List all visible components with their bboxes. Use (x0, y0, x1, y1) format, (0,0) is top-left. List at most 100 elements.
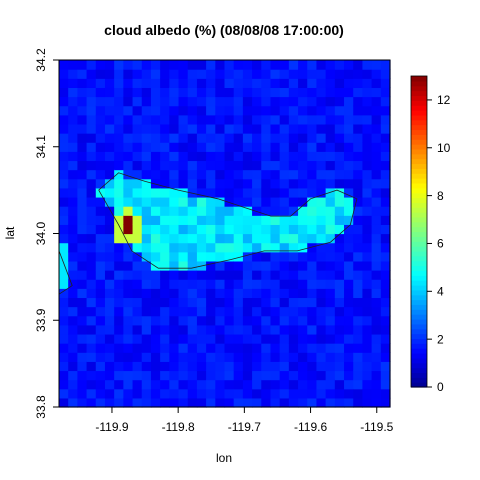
heatmap-cell (215, 160, 226, 171)
heatmap-cell (215, 87, 226, 98)
heatmap-cell (242, 352, 253, 362)
heatmap-cell (252, 333, 262, 344)
heatmap-cell (261, 242, 272, 253)
heatmap-cell (206, 178, 216, 189)
heatmap-cell (187, 105, 198, 116)
heatmap-cell (132, 343, 143, 353)
heatmap-cell (380, 270, 391, 280)
heatmap-cell (169, 370, 180, 381)
heatmap-cell (353, 270, 364, 280)
heatmap-cell (150, 260, 161, 271)
heatmap-cell (279, 379, 290, 390)
heatmap-cell (59, 361, 69, 372)
heatmap-cell (298, 87, 308, 98)
heatmap-cell (215, 397, 226, 408)
heatmap-cell (252, 114, 262, 125)
heatmap-cell (288, 87, 299, 98)
heatmap-cell (334, 315, 345, 326)
heatmap-cell (353, 69, 364, 79)
heatmap-cell (270, 142, 281, 152)
heatmap-cell (123, 270, 134, 280)
heatmap-cell (353, 178, 364, 189)
heatmap-cell (169, 233, 180, 244)
heatmap-cell (298, 233, 308, 244)
heatmap-cell (114, 114, 124, 125)
heatmap-cell (233, 343, 244, 353)
heatmap-cell (334, 361, 345, 372)
heatmap-cell (380, 142, 391, 152)
heatmap-cell (104, 388, 115, 399)
heatmap-cell (380, 178, 391, 189)
heatmap-cell (316, 233, 327, 244)
heatmap-cell (307, 370, 318, 381)
heatmap-cell (371, 388, 382, 399)
heatmap-cell (316, 105, 327, 116)
heatmap-cell (187, 324, 198, 335)
heatmap-cell (270, 160, 281, 171)
heatmap-cell (178, 224, 189, 235)
heatmap-cell (252, 105, 262, 116)
heatmap-cell (252, 324, 262, 335)
heatmap-cell (353, 315, 364, 326)
heatmap-cell (160, 96, 170, 107)
heatmap-cell (150, 324, 161, 335)
heatmap-cell (169, 397, 180, 408)
heatmap-cell (77, 114, 88, 125)
heatmap-cell (169, 196, 180, 207)
heatmap-cell (141, 133, 152, 143)
heatmap-cell (325, 260, 336, 271)
heatmap-cell (298, 215, 308, 225)
heatmap-cell (86, 133, 97, 143)
heatmap-cell (252, 379, 262, 390)
heatmap-cell (68, 105, 78, 116)
heatmap-cell (334, 169, 345, 180)
colorbar-segment (411, 168, 427, 174)
heatmap-cell (215, 233, 226, 244)
heatmap-cell (261, 288, 272, 299)
heatmap-cell (95, 133, 106, 143)
heatmap-cell (224, 343, 235, 353)
heatmap-cell (68, 242, 78, 253)
heatmap-cell (196, 123, 207, 134)
heatmap-cell (215, 196, 226, 207)
heatmap-cell (123, 142, 134, 152)
heatmap-cell (288, 251, 299, 262)
heatmap-cell (279, 215, 290, 225)
heatmap-cell (206, 87, 216, 98)
heatmap-cell (344, 315, 354, 326)
heatmap-cell (123, 260, 134, 271)
heatmap-cell (233, 133, 244, 143)
heatmap-cell (252, 242, 262, 253)
heatmap-cell (114, 215, 124, 225)
colorbar-segment (411, 309, 427, 315)
heatmap-cell (104, 370, 115, 381)
heatmap-cell (123, 215, 134, 225)
heatmap-cell (325, 397, 336, 408)
heatmap-cell (86, 69, 97, 79)
heatmap-cell (59, 160, 69, 171)
heatmap-cell (187, 78, 198, 88)
colorbar-segment (411, 231, 427, 237)
heatmap-cell (344, 361, 354, 372)
heatmap-cell (298, 187, 308, 198)
heatmap-cell (242, 215, 253, 225)
heatmap-cell (141, 379, 152, 390)
heatmap-cell (114, 333, 124, 344)
heatmap-cell (224, 123, 235, 134)
heatmap-cell (150, 187, 161, 198)
heatmap-cell (68, 315, 78, 326)
colorbar-segment (411, 110, 427, 116)
heatmap-cell (380, 169, 391, 180)
heatmap-cell (141, 78, 152, 88)
heatmap-cell (298, 306, 308, 317)
heatmap-cell (206, 361, 216, 372)
heatmap-cell (86, 333, 97, 344)
heatmap-cell (344, 151, 354, 162)
heatmap-cell (187, 114, 198, 125)
heatmap-cell (279, 333, 290, 344)
heatmap-cell (224, 151, 235, 162)
heatmap-cell (160, 379, 170, 390)
heatmap-cell (353, 160, 364, 171)
heatmap-cell (160, 105, 170, 116)
heatmap-cell (104, 279, 115, 289)
